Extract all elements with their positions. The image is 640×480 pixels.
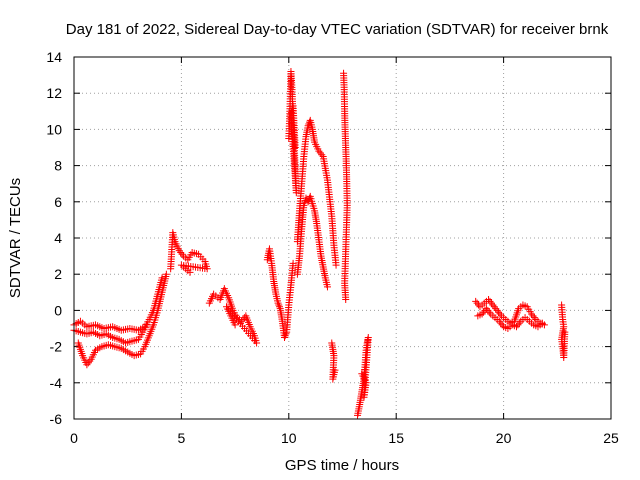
x-tick-label: 20 — [496, 430, 512, 446]
data-point — [485, 308, 493, 316]
y-tick-label: 2 — [54, 266, 62, 282]
y-tick-label: -4 — [50, 375, 63, 391]
data-point — [143, 321, 151, 329]
series-spike-12.6h — [340, 69, 351, 304]
data-point — [492, 305, 500, 313]
data-point — [473, 299, 481, 307]
data-point — [538, 319, 546, 327]
plot-frame — [73, 56, 612, 420]
y-tick-label: 6 — [54, 194, 62, 210]
data-point — [512, 323, 520, 331]
x-tick-label: 15 — [388, 430, 404, 446]
data-point — [493, 306, 501, 314]
data-point — [529, 312, 537, 320]
data-point — [530, 314, 538, 322]
x-tick-label: 10 — [281, 430, 297, 446]
data-points — [70, 67, 569, 419]
y-tick-label: -6 — [50, 411, 63, 427]
y-tick-label: 10 — [46, 121, 62, 137]
data-point — [282, 330, 290, 338]
series-wiggle-7h — [205, 285, 261, 347]
data-point — [275, 301, 283, 309]
data-point — [489, 301, 497, 309]
x-tick-label: 0 — [70, 430, 78, 446]
data-point — [318, 151, 326, 159]
y-tick-label: 0 — [54, 302, 62, 318]
series-hump-5h — [167, 229, 211, 276]
data-point — [561, 328, 569, 336]
data-point — [486, 297, 494, 305]
y-tick-label: -2 — [50, 339, 63, 355]
data-point — [485, 296, 493, 304]
data-point — [498, 321, 506, 329]
data-point — [497, 319, 505, 327]
y-tick-label: 14 — [46, 49, 62, 65]
data-point — [315, 147, 323, 155]
data-point — [358, 370, 366, 378]
data-point — [332, 261, 340, 269]
data-point — [478, 310, 486, 318]
series-drop-12h — [328, 339, 339, 383]
series-peak-11h — [293, 116, 340, 269]
data-point — [281, 334, 289, 342]
data-point — [186, 268, 194, 276]
data-point — [239, 315, 247, 323]
data-point — [162, 270, 170, 278]
data-point — [275, 303, 283, 311]
data-point — [323, 283, 331, 291]
data-point — [274, 299, 282, 307]
y-axis-label: SDTVAR / TECUs — [7, 178, 24, 298]
series-end-22.8h — [558, 301, 569, 361]
data-point — [495, 308, 503, 316]
data-point — [316, 149, 324, 157]
data-point — [490, 303, 498, 311]
data-point — [528, 310, 536, 318]
data-point — [472, 297, 480, 305]
data-point — [331, 366, 339, 374]
data-point — [487, 299, 495, 307]
data-point — [484, 306, 492, 314]
data-point — [495, 317, 503, 325]
data-point — [515, 319, 523, 327]
series-dip-13.5h — [354, 334, 372, 419]
x-tick-label: 5 — [178, 430, 186, 446]
data-point — [231, 321, 239, 329]
data-point — [291, 144, 299, 151]
data-point — [177, 248, 185, 256]
data-point — [175, 247, 183, 255]
data-point — [84, 359, 92, 367]
chart-title: Day 181 of 2022, Sidereal Day-to-day VTE… — [66, 21, 609, 38]
y-tick-label: 8 — [54, 158, 62, 174]
data-point — [281, 332, 289, 340]
series-late-19h-low — [474, 305, 546, 332]
data-point — [86, 357, 94, 365]
data-point — [342, 296, 350, 304]
y-tick-label: 12 — [46, 85, 62, 101]
series-peak-10h — [285, 67, 300, 197]
series-rise-9h — [263, 245, 297, 342]
data-point — [83, 361, 91, 369]
data-point — [496, 310, 504, 318]
x-axis-label: GPS time / hours — [285, 457, 399, 474]
data-point — [482, 305, 490, 313]
data-point — [514, 321, 522, 329]
y-tick-label: 4 — [54, 230, 62, 246]
data-point — [178, 250, 186, 258]
series-shoulder-11h — [293, 192, 331, 291]
x-tick-label: 25 — [603, 430, 619, 446]
series-early-low — [74, 270, 170, 369]
data-point — [304, 198, 312, 206]
series-late-19h — [472, 296, 548, 329]
